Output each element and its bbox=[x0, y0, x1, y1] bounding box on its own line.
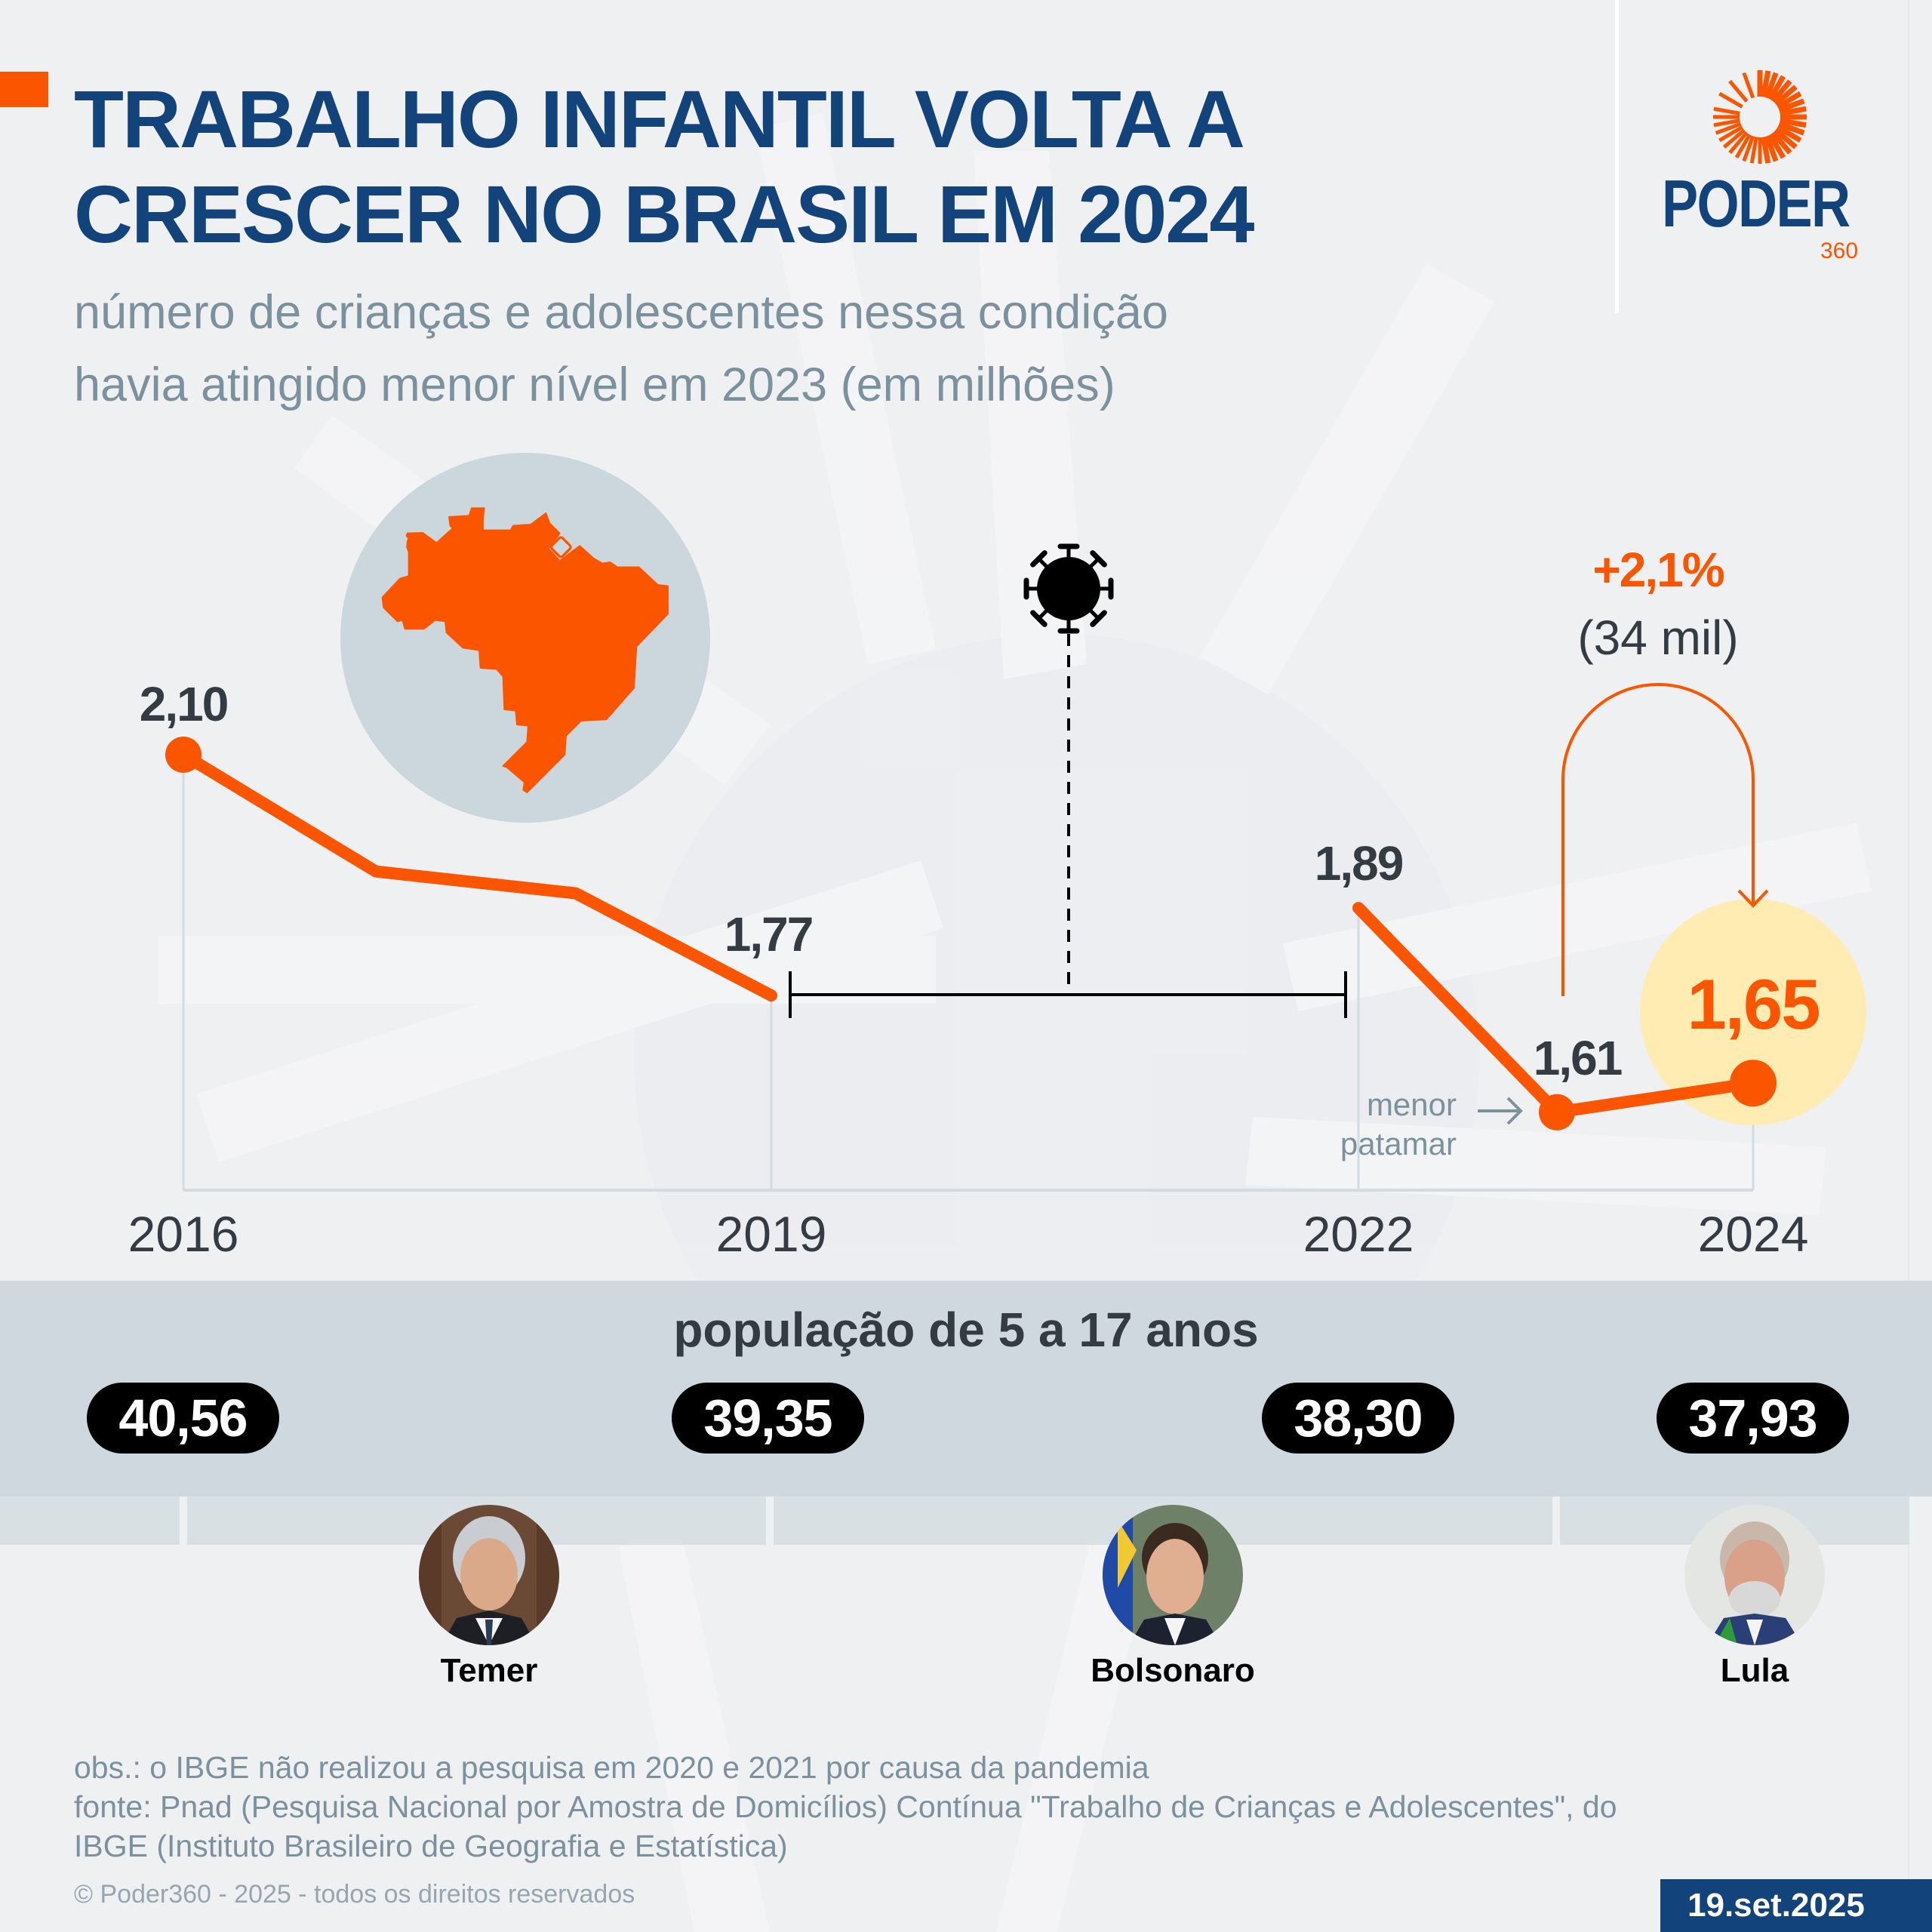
chart-series bbox=[177, 749, 1759, 1118]
change-percent: +2,1% bbox=[1592, 543, 1724, 597]
avatar-lula bbox=[1684, 1505, 1825, 1645]
sunburst-ray bbox=[1728, 131, 1749, 155]
population-value-2016: 40,56 bbox=[87, 1383, 279, 1454]
population-value-2019: 39,35 bbox=[672, 1383, 864, 1454]
president-name-bolsonaro: Bolsonaro bbox=[1091, 1652, 1255, 1689]
footnote-source-2: IBGE (Instituto Brasileiro de Geografia … bbox=[74, 1829, 788, 1863]
sunburst-ray bbox=[1776, 125, 1802, 143]
sunburst-ray bbox=[1713, 118, 1740, 128]
sunburst-ray bbox=[1734, 134, 1752, 158]
subtitle-line-2: havia atingido menor nível em 2023 (em m… bbox=[74, 358, 1115, 411]
sunburst-ray bbox=[1715, 122, 1742, 135]
date-badge: 19.set.2025 bbox=[1660, 1879, 1932, 1932]
population-title: população de 5 a 17 anos bbox=[673, 1303, 1259, 1357]
copyright: © Poder360 - 2025 - todos os direitos re… bbox=[74, 1880, 635, 1909]
value-label-2023: 1,61 bbox=[1534, 1031, 1622, 1085]
sunburst-ray bbox=[1770, 79, 1792, 103]
sunburst-ray bbox=[1764, 135, 1779, 162]
value-label-2016: 2,10 bbox=[140, 677, 228, 731]
footnote-obs: obs.: o IBGE não realizou a pesquisa em … bbox=[74, 1750, 1149, 1785]
brazil-map-icon bbox=[381, 507, 669, 793]
sunburst-ray bbox=[1779, 106, 1807, 116]
lowest-arrow-icon bbox=[1478, 1097, 1523, 1125]
subtitle: número de crianças e adolescentes nessa … bbox=[74, 276, 1168, 421]
sunburst-ray bbox=[1761, 136, 1771, 164]
page-title: TRABALHO INFANTIL VOLTA A CRESCER NO BRA… bbox=[74, 72, 1254, 262]
chart-x-axis: 2016 2019 2022 2024 bbox=[128, 1206, 1809, 1262]
accent-tab bbox=[0, 72, 48, 107]
value-label-2024: 1,65 bbox=[1687, 964, 1820, 1044]
header-divider bbox=[1615, 0, 1619, 313]
population-band bbox=[0, 1281, 1932, 1497]
logo-wordmark: PODER bbox=[1662, 166, 1850, 241]
lowest-label-line2: patamar bbox=[1340, 1126, 1457, 1161]
population-value-2022: 38,30 bbox=[1262, 1383, 1454, 1454]
president-name-temer: Temer bbox=[440, 1652, 538, 1689]
chart-gridlines bbox=[182, 755, 1755, 1192]
title-line-2: CRESCER NO BRASIL EM 2024 bbox=[74, 168, 1254, 260]
sunburst-ray bbox=[1774, 85, 1798, 106]
change-arrowhead-icon bbox=[1737, 889, 1769, 908]
term-strip bbox=[0, 1497, 180, 1545]
sunburst-ray bbox=[1774, 128, 1798, 149]
lowest-label-line1: menor bbox=[1367, 1087, 1457, 1122]
sunburst-ray bbox=[1718, 125, 1743, 143]
sunburst-ray bbox=[1778, 121, 1805, 136]
sunburst-ray bbox=[1722, 128, 1746, 149]
sunburst-ray bbox=[1779, 118, 1807, 128]
population-value-2024: 37,93 bbox=[1657, 1383, 1849, 1454]
sunburst-ray bbox=[1770, 131, 1792, 155]
sunburst-ray bbox=[1749, 137, 1758, 164]
chart-value-labels: 2,10 1,77 1,89 1,61 1,65 menor patamar bbox=[140, 677, 1821, 1161]
virus-icon bbox=[1023, 543, 1114, 634]
sunburst-ray bbox=[1728, 79, 1749, 103]
sunburst-ray bbox=[1742, 135, 1755, 162]
sunburst-ray bbox=[1761, 70, 1771, 98]
pandemic-gap bbox=[789, 543, 1347, 1018]
sunburst-ray bbox=[1778, 98, 1805, 113]
subtitle-line-1: número de crianças e adolescentes nessa … bbox=[74, 286, 1168, 339]
x-tick-2019: 2019 bbox=[716, 1206, 827, 1262]
sunburst-ray bbox=[1767, 75, 1786, 101]
x-tick-2022: 2022 bbox=[1303, 1206, 1414, 1262]
value-label-2022: 1,89 bbox=[1315, 836, 1403, 891]
series-line-2016-2019 bbox=[177, 749, 777, 1002]
title-line-1: TRABALHO INFANTIL VOLTA A bbox=[74, 73, 1245, 165]
avatar-temer bbox=[419, 1505, 559, 1645]
change-arc bbox=[1561, 683, 1755, 996]
brazil-map bbox=[340, 453, 710, 823]
highlight-circle bbox=[1640, 899, 1866, 1125]
footnote-source-1: fonte: Pnad (Pesquisa Nacional por Amost… bbox=[74, 1789, 1617, 1824]
change-annotation: +2,1% (34 mil) bbox=[1561, 543, 1769, 996]
change-absolute: (34 mil) bbox=[1577, 611, 1738, 665]
sunburst-ray bbox=[1767, 133, 1786, 159]
data-point-2016 bbox=[165, 737, 202, 773]
logo-suffix: 360 bbox=[1820, 238, 1859, 263]
sunburst-ray bbox=[1718, 91, 1743, 109]
data-point-2024 bbox=[1730, 1060, 1777, 1107]
sunburst-ray bbox=[1742, 72, 1755, 99]
chart-markers bbox=[165, 737, 1777, 1131]
sunburst-ray bbox=[1776, 91, 1802, 109]
avatar-bolsonaro bbox=[1103, 1505, 1243, 1645]
x-tick-2024: 2024 bbox=[1698, 1206, 1809, 1262]
x-tick-2016: 2016 bbox=[128, 1206, 239, 1262]
president-name-lula: Lula bbox=[1720, 1652, 1789, 1689]
sunburst-icon bbox=[1713, 70, 1807, 164]
right-edge-line bbox=[1908, 0, 1909, 1932]
value-label-2019: 1,77 bbox=[724, 907, 813, 961]
sunburst-ray bbox=[1713, 106, 1740, 115]
sunburst-ray bbox=[1764, 72, 1779, 99]
data-point-2023 bbox=[1539, 1094, 1575, 1131]
